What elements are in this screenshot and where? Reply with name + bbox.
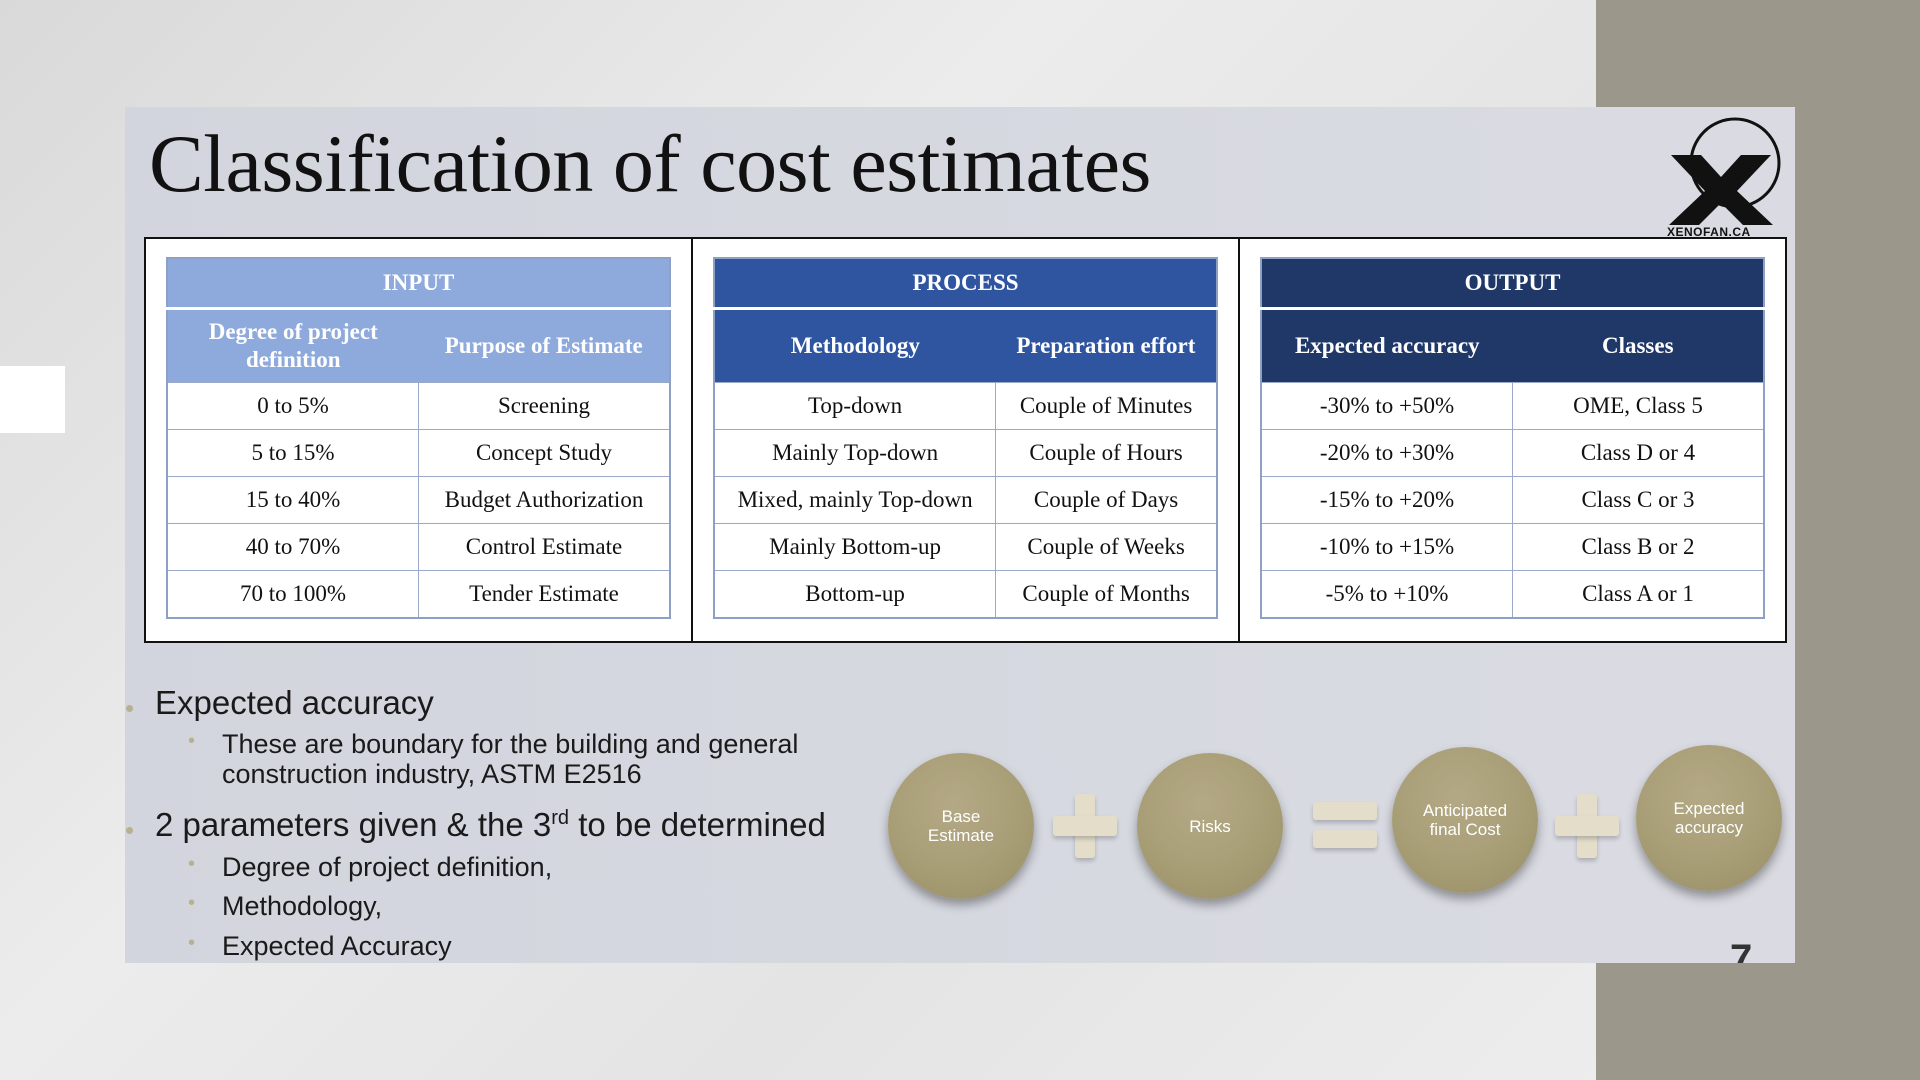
table-cell: Concept Study [418, 429, 671, 477]
circle-anticipated-final-cost: Anticipated final Cost [1392, 747, 1538, 893]
slide: Classification of cost estimates XENOFAN… [125, 107, 1795, 963]
bullet-expected-accuracy: Expected accuracy [155, 684, 434, 721]
process-table: PROCESS Methodology Preparation effort T… [713, 257, 1218, 619]
table-row: Bottom-up Couple of Months [713, 570, 1218, 619]
table-cell: 5 to 15% [166, 429, 419, 477]
process-panel: PROCESS Methodology Preparation effort T… [691, 239, 1238, 641]
table-cell: -15% to +20% [1260, 476, 1513, 524]
table-row: 5 to 15% Concept Study [166, 429, 671, 477]
table-cell: Mainly Top-down [713, 429, 997, 477]
table-row: Top-down Couple of Minutes [713, 382, 1218, 430]
table-row: 70 to 100% Tender Estimate [166, 570, 671, 619]
circle-expected-accuracy: Expected accuracy [1636, 745, 1782, 891]
table-row: 15 to 40% Budget Authorization [166, 476, 671, 524]
plus-icon [1555, 816, 1619, 836]
logo-text: XENOFAN.CA [1667, 225, 1751, 239]
table-cell: Bottom-up [713, 570, 997, 619]
table-row: Mixed, mainly Top-down Couple of Days [713, 476, 1218, 524]
col-header-purpose: Purpose of Estimate [418, 308, 670, 383]
table-row: 40 to 70% Control Estimate [166, 523, 671, 571]
logo: XENOFAN.CA [1663, 115, 1785, 243]
bullet-text: 2 parameters given & the 3 [155, 806, 552, 843]
table-cell: 0 to 5% [166, 382, 419, 430]
input-panel: INPUT Degree of project definition Purpo… [146, 239, 691, 641]
table-cell: -30% to +50% [1260, 382, 1513, 430]
sub-bullet-item: Methodology, [222, 891, 383, 921]
col-header-degree: Degree of project definition [167, 308, 419, 383]
circle-label: Base Estimate [927, 807, 995, 845]
page-number: 7 [1730, 937, 1753, 963]
sub-bullet-line: construction industry, ASTM E2516 [222, 759, 642, 789]
table-row: -30% to +50% OME, Class 5 [1260, 382, 1765, 430]
xenofan-x-logo-icon [1669, 117, 1781, 225]
left-edge-tab [0, 366, 65, 433]
superscript: rd [551, 807, 570, 829]
table-cell: Mixed, mainly Top-down [713, 476, 997, 524]
output-table: OUTPUT Expected accuracy Classes -30% to… [1260, 257, 1765, 619]
circle-label: Anticipated final Cost [1422, 801, 1508, 839]
bullet-dot: • [125, 693, 135, 723]
table-cell: 70 to 100% [166, 570, 419, 619]
circle-label: Risks [1189, 816, 1231, 836]
table-row: -10% to +15% Class B or 2 [1260, 523, 1765, 571]
circle-label: Expected accuracy [1673, 799, 1745, 837]
input-table: INPUT Degree of project definition Purpo… [166, 257, 671, 619]
table-cell: Couple of Weeks [995, 523, 1218, 571]
bullet-dot: • [188, 932, 196, 954]
bullet-dot: • [125, 815, 135, 845]
table-cell: Budget Authorization [418, 476, 671, 524]
bullet-dot: • [188, 730, 196, 752]
table-cell: Class A or 1 [1512, 570, 1765, 619]
input-group-header: INPUT [167, 258, 670, 310]
sub-bullet-item: Degree of project definition, [222, 852, 553, 882]
table-cell: Screening [418, 382, 671, 430]
col-header-accuracy: Expected accuracy [1261, 308, 1513, 383]
process-group-header: PROCESS [714, 258, 1217, 310]
col-header-methodology: Methodology [714, 308, 996, 383]
table-cell: Mainly Bottom-up [713, 523, 997, 571]
table-cell: 40 to 70% [166, 523, 419, 571]
slide-title: Classification of cost estimates [149, 118, 1151, 209]
table-cell: Couple of Minutes [995, 382, 1218, 430]
table-cell: -20% to +30% [1260, 429, 1513, 477]
circle-risks: Risks [1137, 753, 1283, 899]
table-row: Mainly Top-down Couple of Hours [713, 429, 1218, 477]
sub-bullet-boundary: These are boundary for the building and … [222, 729, 798, 789]
table-cell: Control Estimate [418, 523, 671, 571]
equals-icon [1313, 802, 1377, 820]
sub-bullet-item: Expected Accuracy [222, 931, 452, 961]
equals-icon [1313, 830, 1377, 848]
table-cell: OME, Class 5 [1512, 382, 1765, 430]
bullet-text: to be determined [569, 806, 826, 843]
col-header-preparation: Preparation effort [995, 308, 1217, 383]
bullet-dot: • [188, 892, 196, 914]
output-panel: OUTPUT Expected accuracy Classes -30% to… [1238, 239, 1785, 641]
sub-bullet-line: These are boundary for the building and … [222, 729, 799, 759]
table-cell: Class D or 4 [1512, 429, 1765, 477]
table-cell: Class B or 2 [1512, 523, 1765, 571]
circle-base-estimate: Base Estimate [888, 753, 1034, 899]
table-cell: Couple of Hours [995, 429, 1218, 477]
table-cell: Couple of Days [995, 476, 1218, 524]
bullet-parameters: 2 parameters given & the 3rd to be deter… [155, 806, 826, 844]
output-group-header: OUTPUT [1261, 258, 1764, 310]
table-cell: Top-down [713, 382, 997, 430]
table-row: -15% to +20% Class C or 3 [1260, 476, 1765, 524]
table-cell: Couple of Months [995, 570, 1218, 619]
table-row: -20% to +30% Class D or 4 [1260, 429, 1765, 477]
plus-icon [1053, 816, 1117, 836]
table-cell: -10% to +15% [1260, 523, 1513, 571]
col-header-classes: Classes [1512, 308, 1764, 383]
table-cell: 15 to 40% [166, 476, 419, 524]
table-cell: Tender Estimate [418, 570, 671, 619]
table-cell: Class C or 3 [1512, 476, 1765, 524]
table-row: Mainly Bottom-up Couple of Weeks [713, 523, 1218, 571]
table-row: 0 to 5% Screening [166, 382, 671, 430]
table-cell: -5% to +10% [1260, 570, 1513, 619]
classification-table: INPUT Degree of project definition Purpo… [144, 237, 1787, 643]
bullet-dot: • [188, 853, 196, 875]
table-row: -5% to +10% Class A or 1 [1260, 570, 1765, 619]
